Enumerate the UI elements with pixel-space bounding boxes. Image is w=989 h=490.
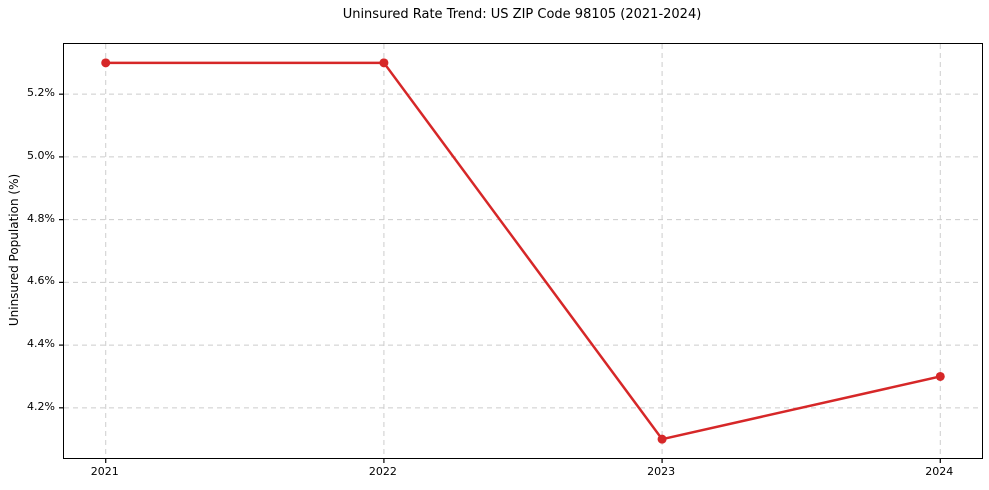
chart-title: Uninsured Rate Trend: US ZIP Code 98105 … [342, 7, 702, 22]
data-line [104, 61, 942, 441]
data-point [101, 58, 111, 68]
y-tick-label: 4.6% [27, 274, 55, 288]
y-axis-label-text: Uninsured Population (%) [7, 173, 21, 327]
x-tick-label: 2023 [647, 465, 676, 478]
data-point [657, 434, 667, 444]
plot-svg [59, 44, 982, 463]
y-tick-label: 4.2% [27, 399, 55, 413]
x-tick-label: 2021 [90, 465, 119, 478]
y-tick-label: 4.4% [27, 337, 55, 351]
data-point [379, 58, 389, 68]
data-point [935, 371, 945, 381]
y-tick-label: 4.8% [27, 211, 55, 225]
plot-area [59, 43, 983, 463]
y-tick-label: 5.2% [27, 86, 55, 100]
y-tick-label: 5.0% [27, 148, 55, 162]
x-tick-label: 2022 [368, 465, 397, 478]
x-tick-label: 2024 [925, 465, 954, 478]
